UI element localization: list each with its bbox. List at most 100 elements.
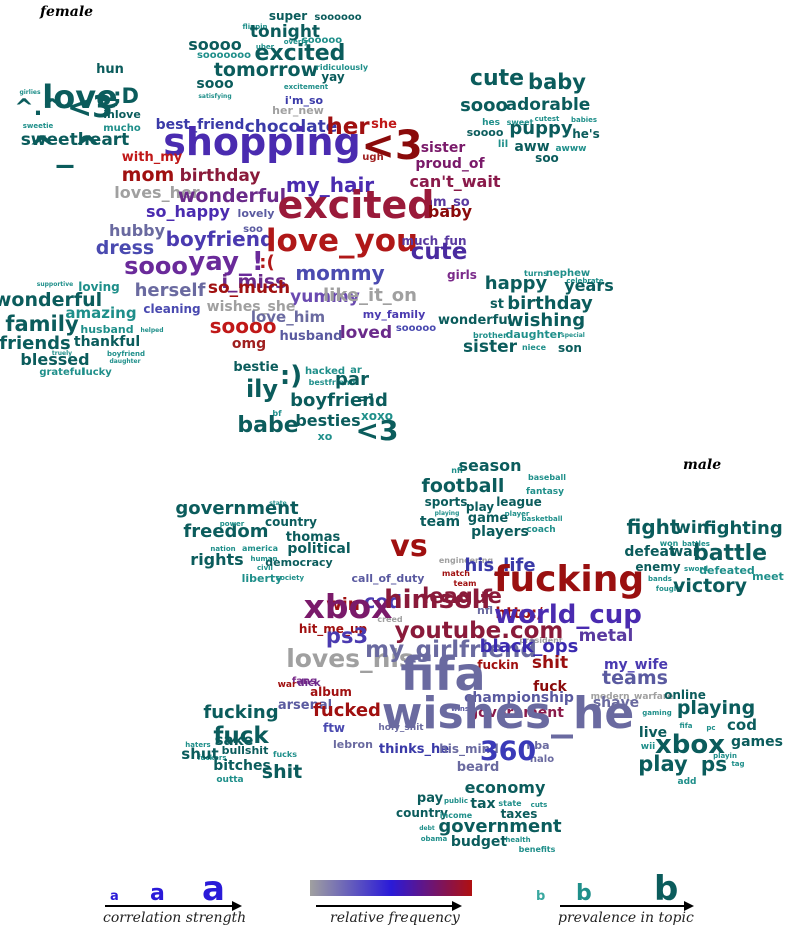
female-word-par: par bbox=[335, 369, 369, 390]
male-word-nation: nation bbox=[210, 545, 235, 553]
female-word-nephew: nephew bbox=[546, 268, 590, 279]
female-word-flippin: flippin bbox=[243, 23, 268, 31]
female-word-she: she bbox=[371, 117, 397, 132]
male-panel-title: male bbox=[683, 457, 721, 473]
male-word-defeat: defeat bbox=[624, 544, 676, 560]
female-word-hes: hes bbox=[482, 118, 500, 128]
female-word-omg: omg bbox=[232, 336, 266, 352]
female-word-sweet: sweet bbox=[507, 118, 534, 127]
female-word-lil: lil bbox=[498, 139, 508, 150]
male-word-album: album bbox=[310, 685, 352, 699]
male-word-arsenal: arsenal bbox=[278, 698, 332, 713]
female-word-my-hair: my_hair bbox=[286, 173, 374, 197]
female-word-mucho: mucho bbox=[103, 123, 141, 134]
female-word-girlies: girlies bbox=[19, 89, 40, 96]
female-word-love: love bbox=[42, 78, 118, 116]
male-word-ftw: ftw bbox=[323, 721, 345, 735]
female-word-awww: awww bbox=[555, 144, 586, 154]
female-word-mommy: mommy bbox=[295, 261, 384, 285]
male-word-call-of-duty: call_of_duty bbox=[352, 572, 425, 585]
prevalence-glyph-medium: b bbox=[576, 881, 592, 906]
female-word-boyfriend: boyfriend bbox=[290, 390, 388, 411]
male-word-shut: shut bbox=[181, 745, 218, 763]
female-word-daughter: daughter bbox=[109, 358, 140, 365]
male-word-fuck: fuck bbox=[213, 723, 269, 749]
female-word-ugh: ugh bbox=[362, 152, 383, 163]
male-word-his-life: his_life bbox=[464, 555, 535, 576]
male-word-battle: battle bbox=[693, 541, 767, 566]
female-word-cleaning: cleaning bbox=[143, 302, 200, 316]
female-word-symbol: ^.^ bbox=[14, 95, 61, 121]
male-word-loves-his: loves_his bbox=[286, 644, 414, 673]
male-word-youtube-com: youtube.com bbox=[395, 618, 564, 644]
male-word-himself: himself bbox=[384, 585, 493, 615]
male-word-nfl: nfl bbox=[477, 604, 493, 617]
correlation-caption: correlation strength bbox=[103, 910, 246, 926]
frequency-arrowhead bbox=[452, 901, 462, 911]
male-word-win: win bbox=[675, 518, 709, 538]
male-word-league: league bbox=[496, 495, 542, 509]
female-word-so-happy: so_happy bbox=[146, 202, 231, 221]
correlation-arrowhead bbox=[232, 901, 242, 911]
female-word-supportive: supportive bbox=[37, 281, 73, 288]
male-word-pc: pc bbox=[706, 724, 715, 732]
female-word-loves-her: loves_her bbox=[114, 183, 200, 202]
female-word-family: family bbox=[5, 312, 79, 336]
female-word-like-it-on: like_it_on bbox=[323, 285, 417, 306]
male-word-metal: metal bbox=[579, 626, 634, 646]
female-word-bf: bf bbox=[272, 409, 282, 418]
male-word-games: games bbox=[731, 734, 783, 750]
female-word-he-s: he's bbox=[572, 127, 600, 141]
male-word-hit-me-up: hit_me_up bbox=[299, 622, 368, 637]
female-word-mom: mom bbox=[122, 164, 175, 186]
male-word-fucks: fucks bbox=[273, 750, 297, 759]
female-word-loving: loving bbox=[78, 280, 119, 294]
male-word-country: country bbox=[265, 515, 317, 529]
male-word-holy-shit: holy_shit bbox=[378, 723, 424, 733]
female-word-babies: babies bbox=[571, 116, 597, 124]
male-word-nba: nba bbox=[526, 739, 549, 752]
male-word-state: state bbox=[269, 500, 286, 507]
female-word-sooo: sooo bbox=[460, 95, 508, 116]
female-word-xo: xo bbox=[318, 430, 333, 443]
male-word-nfl: nfl bbox=[451, 466, 463, 475]
male-word-playin: playin bbox=[713, 752, 737, 760]
male-word-civil: civil bbox=[257, 564, 273, 572]
female-word-xoxo: xoxo bbox=[361, 409, 393, 423]
female-word-girls: girls bbox=[447, 268, 477, 282]
male-word-play: play bbox=[466, 500, 494, 514]
male-word-wii: wii bbox=[641, 742, 655, 752]
male-word-public: public bbox=[444, 797, 468, 805]
legend-glyph-large: a bbox=[202, 869, 225, 909]
male-word-liberty: liberty bbox=[242, 572, 283, 585]
male-word-world-cup: world_cup bbox=[494, 600, 642, 630]
male-word-coach: coach bbox=[526, 525, 555, 535]
male-word-playing: playing bbox=[435, 510, 460, 517]
female-word-grateful: grateful bbox=[39, 367, 84, 378]
male-word-black-ops: black_ops bbox=[480, 636, 579, 657]
male-word-fifa: fifa bbox=[680, 722, 693, 730]
male-word-victory: victory bbox=[673, 575, 748, 597]
female-word-soo: soo bbox=[535, 151, 559, 165]
female-word-symbol: :( bbox=[259, 252, 274, 273]
male-word-fighting: fighting bbox=[703, 518, 783, 539]
male-word-budget: budget bbox=[451, 834, 508, 850]
female-word-shopping: shopping bbox=[163, 120, 360, 164]
frequency-caption: relative frequency bbox=[330, 910, 461, 926]
correlation-strength-legend: a a a correlation strength bbox=[103, 869, 246, 926]
male-word-my-wife: my_wife bbox=[604, 657, 668, 673]
male-word-sword: sword bbox=[684, 565, 708, 573]
female-word-puppy: puppy bbox=[509, 118, 572, 139]
male-word-league: league bbox=[422, 584, 502, 608]
frequency-gradient-bar bbox=[310, 880, 472, 896]
male-word-fuckin: fuckin bbox=[477, 658, 519, 672]
female-word-bestfriend: bestfriend bbox=[309, 378, 356, 387]
female-word-soooo: soooo bbox=[188, 35, 242, 54]
female-word-thankful: thankful bbox=[74, 334, 140, 350]
female-word-amazing: amazing bbox=[65, 304, 136, 322]
female-panel-title: female bbox=[39, 4, 93, 20]
female-word-uber: uber bbox=[256, 43, 275, 51]
male-word-freedom: freedom bbox=[183, 521, 268, 542]
female-word-sooo: sooo bbox=[196, 76, 234, 92]
female-word-st: st bbox=[490, 297, 504, 312]
